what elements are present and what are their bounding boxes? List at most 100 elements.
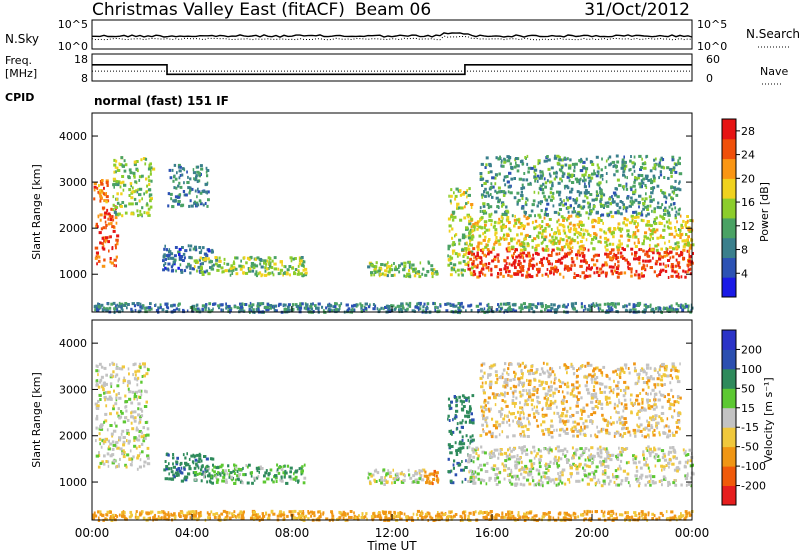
echo-cell bbox=[93, 182, 97, 186]
echo-cell bbox=[646, 448, 649, 452]
echo-cell bbox=[616, 178, 620, 182]
echo-cell bbox=[305, 514, 308, 518]
echo-cell bbox=[590, 446, 594, 450]
echo-cell bbox=[457, 273, 460, 277]
echo-cell bbox=[691, 243, 695, 247]
echo-cell bbox=[591, 172, 595, 176]
echo-cell bbox=[176, 473, 180, 477]
echo-cell bbox=[677, 263, 680, 267]
echo-cell bbox=[195, 510, 198, 514]
echo-cell bbox=[487, 306, 491, 310]
echo-cell bbox=[648, 195, 651, 199]
echo-cell bbox=[632, 210, 636, 214]
echo-cell bbox=[667, 480, 671, 484]
echo-cell bbox=[467, 438, 470, 442]
echo-cell bbox=[665, 253, 669, 257]
echo-cell bbox=[666, 517, 670, 521]
echo-cell bbox=[144, 434, 147, 438]
echo-cell bbox=[587, 175, 591, 179]
echo-cell bbox=[662, 268, 665, 272]
echo-cell bbox=[189, 271, 192, 275]
echo-cell bbox=[289, 256, 293, 260]
echo-cell bbox=[654, 262, 658, 266]
echo-cell bbox=[418, 308, 420, 312]
echo-cell bbox=[114, 170, 117, 174]
colorbar-tick-label: 12 bbox=[741, 220, 755, 233]
echo-cell bbox=[120, 367, 124, 371]
echo-cell bbox=[100, 227, 104, 231]
echo-cell bbox=[536, 252, 540, 256]
echo-cell bbox=[673, 468, 677, 472]
echo-cell bbox=[429, 515, 431, 519]
echo-cell bbox=[452, 466, 455, 470]
echo-cell bbox=[643, 308, 647, 312]
echo-cell bbox=[484, 230, 487, 234]
echo-cell bbox=[684, 302, 687, 306]
echo-cell bbox=[459, 302, 462, 306]
echo-cell bbox=[119, 447, 123, 451]
echo-cell bbox=[456, 268, 460, 272]
echo-cell bbox=[663, 224, 666, 228]
echo-cell bbox=[540, 176, 543, 180]
echo-cell bbox=[470, 206, 473, 209]
echo-cell bbox=[415, 513, 419, 517]
echo-cell bbox=[541, 229, 545, 233]
echo-cell bbox=[463, 269, 466, 273]
echo-cell bbox=[118, 377, 121, 381]
echo-cell bbox=[540, 309, 543, 313]
echo-cell bbox=[121, 308, 124, 312]
echo-cell bbox=[470, 303, 473, 307]
echo-cell bbox=[525, 197, 528, 201]
echo-cell bbox=[123, 511, 126, 515]
echo-cell bbox=[461, 273, 464, 277]
echo-cell bbox=[179, 263, 182, 267]
echo-cell bbox=[105, 373, 108, 377]
echo-cell bbox=[362, 308, 365, 312]
echo-cell bbox=[621, 448, 625, 452]
echo-cell bbox=[556, 154, 560, 158]
echo-cell bbox=[102, 226, 105, 230]
echo-cell bbox=[613, 227, 616, 230]
echo-cell bbox=[468, 511, 472, 515]
echo-cell bbox=[135, 512, 137, 516]
echo-cell bbox=[263, 273, 268, 277]
echo-cell bbox=[411, 263, 415, 267]
echo-cell bbox=[474, 470, 477, 474]
echo-cell bbox=[496, 253, 500, 257]
echo-cell bbox=[573, 232, 576, 236]
echo-cell bbox=[460, 515, 463, 519]
echo-cell bbox=[616, 516, 618, 520]
echo-cell bbox=[134, 362, 137, 366]
echo-cell bbox=[406, 307, 409, 311]
echo-cell bbox=[102, 388, 105, 392]
echo-cell bbox=[387, 261, 389, 265]
echo-cell bbox=[181, 259, 185, 262]
echo-cell bbox=[436, 479, 439, 483]
echo-cell bbox=[100, 375, 104, 379]
echo-cell bbox=[649, 238, 652, 242]
echo-cell bbox=[174, 514, 177, 518]
echo-cell bbox=[511, 214, 514, 218]
echo-cell bbox=[602, 447, 606, 451]
echo-cell bbox=[461, 419, 464, 423]
echo-cell bbox=[135, 160, 139, 163]
echo-cell bbox=[475, 257, 478, 261]
echo-cell bbox=[640, 510, 644, 514]
colorbar-tick-label: 24 bbox=[741, 149, 755, 162]
echo-cell bbox=[115, 255, 118, 259]
echo-cell bbox=[146, 454, 150, 458]
echo-cell bbox=[606, 475, 610, 479]
echo-cell bbox=[295, 469, 298, 473]
echo-cell bbox=[657, 163, 660, 167]
echo-cell bbox=[267, 473, 270, 477]
echo-cell bbox=[463, 395, 466, 399]
echo-cell bbox=[398, 270, 401, 274]
echo-cell bbox=[131, 190, 135, 194]
echo-cell bbox=[136, 190, 139, 194]
echo-cell bbox=[629, 200, 632, 204]
echo-cell bbox=[558, 208, 562, 211]
echo-cell bbox=[211, 481, 214, 485]
echo-cell bbox=[238, 475, 240, 479]
echo-cell bbox=[599, 175, 602, 179]
echo-cell bbox=[662, 166, 666, 170]
